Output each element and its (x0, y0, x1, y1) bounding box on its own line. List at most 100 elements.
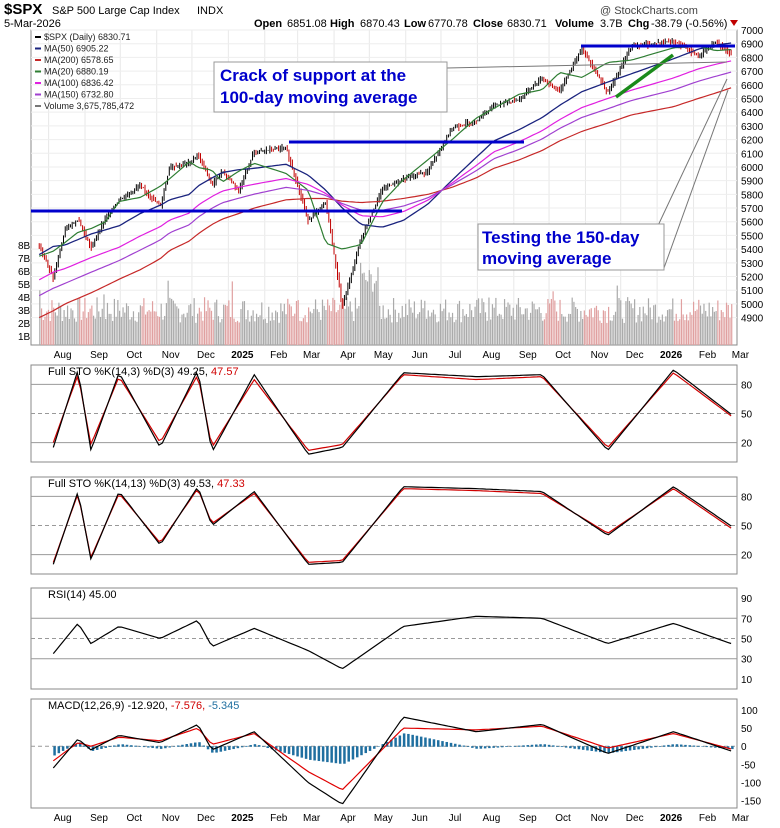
volume-bar (358, 306, 360, 345)
drawn-lines (31, 44, 735, 269)
volume-bar (87, 312, 89, 345)
macd-histogram-bar (475, 746, 478, 749)
volume-bar (46, 311, 48, 345)
volume-bar (42, 319, 44, 345)
volume-bar (210, 310, 213, 345)
volume-bar (40, 308, 43, 345)
volume-bar (467, 316, 469, 345)
macd-histogram-bar (509, 746, 512, 747)
ma200-line (38, 87, 732, 319)
volume-bar (536, 309, 539, 345)
volume-bar (412, 312, 414, 345)
volume-bar (157, 316, 159, 345)
volume-bar (372, 291, 374, 345)
macd-histogram-bar (688, 745, 691, 747)
volume-bar (236, 320, 239, 345)
volume-bar (620, 300, 622, 345)
macd-histogram-bar (650, 746, 653, 748)
volume-bar (455, 319, 457, 345)
x-tick-label-bottom: Feb (699, 813, 717, 824)
volume-bar (54, 312, 57, 345)
x-tick-label-bottom: 2025 (231, 813, 254, 824)
macd-histogram-bar (176, 745, 180, 747)
volume-bar (519, 307, 521, 345)
volume-bar (169, 297, 171, 345)
volume-bar (167, 280, 169, 345)
volume-bar (146, 311, 148, 345)
volume-bar (335, 312, 337, 345)
volume-bar (197, 313, 199, 345)
x-tick-label-bottom: Nov (591, 813, 609, 824)
x-tick-label-top: Nov (591, 350, 609, 361)
volume-bar (132, 311, 135, 345)
volume-bar (696, 309, 698, 345)
volume-bar (557, 320, 559, 345)
volume-bar (73, 318, 76, 345)
macd-histogram-bar (466, 746, 470, 747)
annotation-test-line2: moving average (482, 249, 611, 268)
volume-bar (334, 299, 336, 345)
macd-histogram-bar (74, 743, 78, 747)
volume-bar (559, 299, 561, 345)
volume-bar (384, 318, 386, 345)
symbol: $SPX (4, 1, 42, 18)
volume-bar (408, 299, 410, 345)
annotation-support: Crack of support at the 100-day moving a… (213, 61, 448, 113)
volume-bar (283, 303, 285, 345)
volume-bar (542, 320, 544, 345)
volume-bar (377, 267, 379, 345)
volume-bar (562, 316, 565, 345)
x-tick-label-top: Aug (54, 350, 72, 361)
volume-bar (679, 319, 681, 345)
macd-histogram-bar (398, 735, 402, 747)
volume-bar (731, 304, 733, 345)
volume-bar (594, 307, 596, 345)
volume-bar (80, 319, 83, 345)
macd-histogram-bar (121, 744, 125, 747)
volume-bar (366, 281, 369, 345)
macd-histogram-bar (603, 746, 606, 753)
volume-bar (70, 308, 72, 345)
volume-bar (387, 309, 389, 345)
macd-histogram-bar (334, 746, 338, 764)
macd-histogram-bar (577, 746, 581, 750)
volume-bar (583, 310, 585, 345)
macd-histogram-bar (377, 746, 380, 747)
volume-bar (535, 309, 537, 345)
macd-histogram-bar (471, 746, 474, 748)
open-label: Open (254, 18, 282, 30)
volume-bar (465, 314, 468, 345)
macd-histogram-bar (607, 746, 611, 754)
volume-bar (448, 312, 450, 345)
sto2-label: Full STO %K(14,13) %D(3) 49.53, 47.33 (48, 478, 245, 490)
macd-histogram-bar (526, 745, 530, 747)
volume-bar (660, 319, 662, 345)
volume-bar (231, 281, 233, 345)
volume-bar (410, 307, 412, 345)
volume-bar (587, 316, 589, 345)
y-tick-label-volume: 3B (18, 306, 31, 317)
volume-bar (670, 309, 672, 345)
x-tick-label-bottom: Apr (340, 813, 356, 824)
volume-bar (523, 314, 525, 345)
macd-histogram-bar (505, 746, 508, 747)
macd-histogram-bar (483, 746, 487, 749)
volume-bar (668, 309, 670, 345)
volume-bar (382, 305, 384, 345)
axis-labels: Aug Aug Sep Sep Oct Oct Nov Nov Dec Dec 2025 2025 Fe… (18, 26, 764, 824)
volume-bar (528, 319, 530, 345)
macd-histogram-bar (381, 744, 385, 747)
volume-bar (292, 316, 294, 345)
volume-bar (233, 318, 235, 345)
macd-histogram-bar (283, 746, 287, 753)
x-tick-label-top: Oct (555, 350, 571, 361)
volume-bar (549, 303, 551, 345)
volume-bar (401, 305, 403, 345)
volume-bar (252, 310, 254, 345)
volume-bar (195, 322, 197, 345)
macd-histogram-bar (172, 746, 176, 747)
volume-bar (684, 320, 686, 345)
volume-bar (417, 314, 419, 345)
volume-bar (112, 320, 114, 345)
y-tick-label-price: 7000 (741, 26, 764, 37)
